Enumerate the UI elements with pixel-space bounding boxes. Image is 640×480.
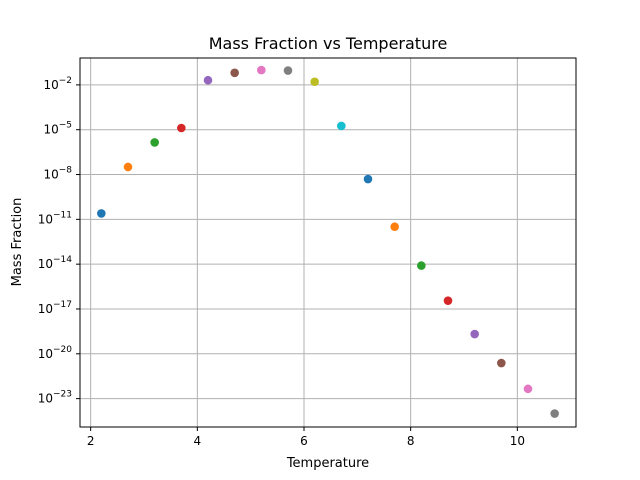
y-tick-label-exponent: −2 — [59, 76, 72, 86]
y-tick-label: 10−2 — [43, 76, 72, 92]
y-tick-label-exponent: −23 — [53, 390, 72, 400]
y-tick-label-base: 10 — [38, 392, 53, 406]
y-tick-label-exponent: −14 — [53, 255, 72, 265]
y-axis-label: Mass Fraction — [10, 198, 25, 287]
data-point — [337, 121, 346, 131]
y-tick-label: 10−5 — [43, 121, 72, 137]
data-point — [550, 409, 559, 418]
y-tick-label-exponent: −20 — [53, 345, 72, 355]
data-point — [177, 123, 186, 133]
x-axis-label: Temperature — [286, 456, 369, 471]
data-point — [470, 329, 479, 339]
x-tick-label: 6 — [300, 434, 308, 448]
y-tick-label-base: 10 — [43, 123, 58, 137]
data-point — [417, 261, 426, 270]
data-points — [97, 65, 559, 418]
x-axis-ticks: 2 4 6 8 10 — [87, 427, 525, 448]
data-point — [230, 68, 239, 78]
data-point — [497, 358, 506, 368]
y-tick-label-base: 10 — [38, 212, 53, 226]
data-point — [123, 162, 133, 172]
y-tick-label: 10−20 — [38, 345, 73, 361]
y-tick-label-exponent: −11 — [53, 210, 72, 220]
data-point — [203, 75, 213, 85]
data-point — [283, 66, 293, 75]
y-tick-label: 10−23 — [38, 390, 72, 406]
x-tick-label: 4 — [194, 434, 202, 448]
y-tick-label-base: 10 — [38, 302, 53, 316]
data-point — [443, 296, 453, 305]
data-point — [97, 209, 106, 218]
x-tick-label: 2 — [87, 434, 95, 448]
data-point — [523, 384, 533, 394]
y-tick-label: 10−17 — [38, 300, 72, 316]
x-tick-label: 10 — [510, 434, 525, 448]
y-tick-label-exponent: −17 — [53, 300, 72, 310]
data-point — [363, 174, 373, 184]
plot-frame — [79, 57, 577, 428]
y-tick-label: 10−14 — [38, 255, 73, 271]
x-tick-label: 8 — [407, 434, 415, 448]
y-tick-label-exponent: −8 — [59, 166, 73, 176]
y-tick-label: 10−8 — [43, 166, 72, 182]
data-point — [310, 77, 319, 87]
y-tick-label: 10−11 — [38, 210, 72, 226]
y-tick-label-base: 10 — [38, 257, 53, 271]
y-tick-label-base: 10 — [43, 168, 58, 182]
chart-title: Mass Fraction vs Temperature — [209, 34, 448, 53]
grid — [80, 58, 576, 427]
data-point — [257, 65, 266, 75]
y-tick-label-exponent: −5 — [59, 121, 72, 131]
y-tick-label-base: 10 — [43, 78, 58, 92]
data-point — [390, 222, 399, 232]
data-point — [150, 138, 159, 147]
y-tick-label-base: 10 — [38, 347, 53, 361]
